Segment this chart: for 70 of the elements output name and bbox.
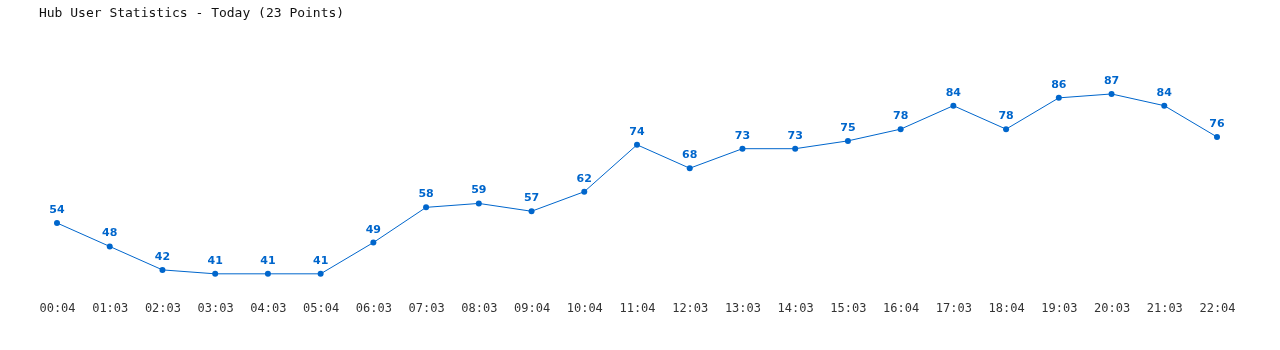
x-tick-label: 01:03 — [92, 300, 129, 315]
x-tick-label: 19:03 — [1041, 300, 1078, 315]
x-tick-label: 06:03 — [355, 300, 392, 315]
data-label: 84 — [945, 85, 962, 99]
point — [1214, 133, 1220, 140]
data-label: 75 — [840, 120, 856, 134]
point — [423, 204, 430, 211]
x-tick-label: 16:04 — [883, 300, 920, 315]
data-label: 84 — [1156, 85, 1173, 99]
point — [212, 270, 219, 277]
point — [475, 200, 482, 207]
x-tick-label: 02:03 — [144, 300, 182, 315]
point — [1161, 102, 1168, 109]
point — [581, 188, 588, 195]
point — [739, 145, 746, 152]
point — [370, 239, 377, 246]
data-label: 41 — [260, 253, 276, 267]
x-tick-label: 14:03 — [777, 300, 814, 315]
data-label: 74 — [629, 124, 645, 138]
x-tick-label: 15:03 — [830, 300, 867, 315]
data-label: 78 — [998, 109, 1014, 123]
data-label: 86 — [1051, 77, 1067, 91]
data-label: 42 — [154, 249, 171, 263]
point — [1108, 90, 1115, 97]
data-label: 68 — [682, 148, 698, 162]
data-label: 49 — [365, 222, 382, 236]
x-tick-label: 11:04 — [619, 300, 656, 315]
data-label: 54 — [49, 202, 65, 216]
point — [106, 243, 113, 250]
x-tick-label: 04:03 — [250, 300, 287, 315]
point — [1003, 126, 1010, 133]
point — [792, 145, 799, 152]
x-tick-label: 21:03 — [1146, 300, 1183, 315]
point — [686, 165, 693, 172]
x-tick-label: 13:03 — [724, 300, 762, 315]
x-tick-label: 17:03 — [935, 300, 972, 315]
point — [528, 208, 535, 215]
x-tick-label: 22:04 — [1199, 300, 1236, 315]
data-label: 41 — [207, 253, 223, 267]
data-label: 41 — [312, 253, 329, 267]
point — [264, 270, 271, 277]
x-tick-label: 18:04 — [988, 300, 1025, 315]
x-tick-label: 08:03 — [461, 300, 498, 315]
data-label: 57 — [523, 191, 540, 205]
data-label: 73 — [734, 128, 751, 142]
data-label: 87 — [1103, 73, 1120, 87]
data-label: 73 — [787, 128, 803, 142]
x-tick-label: 09:04 — [513, 300, 551, 315]
x-tick-label: 07:03 — [408, 300, 445, 315]
data-label: 48 — [102, 226, 118, 240]
chart-title: Hub User Statistics - Today (23 Points) — [38, 5, 345, 20]
point — [159, 266, 166, 273]
x-tick-label: 10:04 — [566, 300, 603, 315]
point — [634, 141, 640, 148]
point — [317, 270, 324, 277]
point — [897, 126, 904, 133]
point — [950, 102, 957, 109]
point — [1055, 94, 1062, 101]
data-label: 76 — [1209, 116, 1225, 130]
x-tick-label: 05:04 — [303, 300, 340, 315]
x-tick-label: 20:03 — [1093, 300, 1131, 315]
data-label: 58 — [418, 187, 434, 201]
point — [844, 137, 851, 144]
x-tick-label: 00:04 — [39, 300, 76, 315]
point — [54, 219, 60, 226]
x-tick-label: 12:03 — [672, 300, 709, 315]
data-label: 78 — [892, 109, 909, 123]
data-label: 62 — [576, 171, 592, 185]
x-tick-label: 03:03 — [197, 300, 234, 315]
data-label: 59 — [471, 183, 487, 197]
